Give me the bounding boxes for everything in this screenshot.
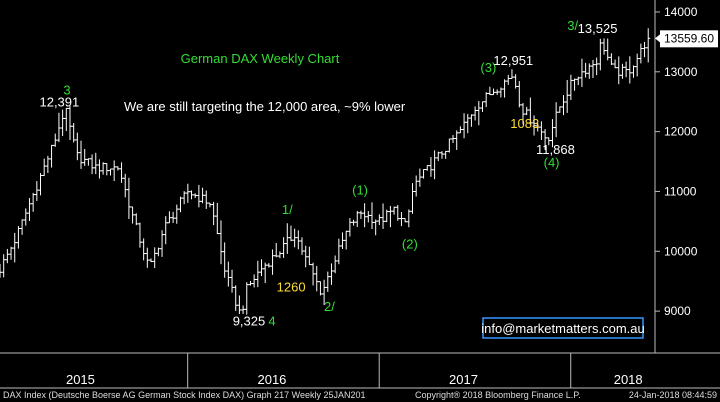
annotations: 312,391 1/1260 2/9,325 4 (1) (2) (3)12,951 1083… [39,18,617,329]
chart-annotation: 13,525 [578,21,618,36]
x-tick-label: 2016 [257,372,286,387]
y-tick-label: 13000 [664,65,698,79]
chart-annotation: 9,325 [233,313,266,328]
chart-annotation: 4 [268,313,275,328]
axes: 9000 10000 11000 12000 13000 14000 2015 2016 201… [0,0,720,389]
last-value-background [660,30,718,48]
chart-annotation: (4) [544,155,560,170]
chart-title: German DAX Weekly Chart [181,51,340,66]
y-tick-label: 11000 [664,184,697,198]
email-box[interactable]: info@marketmatters.com.au [481,317,645,339]
chart-annotation: 3/ [567,18,578,33]
y-tick-label: 9000 [664,304,691,318]
ohlc-bars [0,28,651,315]
email-border [482,317,644,339]
last-value-box: 13559.60 [660,30,718,48]
footer-security: DAX Index (Deutsche Boerse AG German Sto… [3,390,366,400]
chart-annotation: (1) [352,182,368,197]
chart-annotation: (3) [480,60,496,75]
y-tick-label: 12000 [664,125,698,139]
x-tick-label: 2015 [66,372,95,387]
last-value-pointer [655,34,660,43]
email-link[interactable]: info@marketmatters.com.au [481,321,644,336]
chart-annotation: (2) [402,236,418,251]
chart-annotation: 12,391 [39,94,79,109]
x-tick-label: 2018 [614,372,643,387]
chart-annotation: 1/ [282,202,293,217]
chart-annotation: 11,868 [536,142,575,157]
y-tick-label: 10000 [664,244,698,258]
footer-copyright: Copyright® 2018 Bloomberg Finance L.P. [415,390,581,400]
chart-annotation: 2/ [324,299,335,314]
x-tick-label: 2017 [449,372,478,387]
chart-annotation: 3 [63,83,70,98]
last-value-label: 13559.60 [664,31,714,45]
footer-timestamp: 24-Jan-2018 08:44:59 [629,390,717,400]
chart-annotation: 12,951 [493,53,533,68]
footer: DAX Index (Deutsche Boerse AG German Sto… [3,390,717,400]
y-tick-label: 14000 [664,5,698,19]
chart-annotation: 1260 [277,279,306,294]
chart-note: We are still targeting the 12,000 area, … [124,99,406,114]
chart-annotation: 1083 [510,116,539,131]
